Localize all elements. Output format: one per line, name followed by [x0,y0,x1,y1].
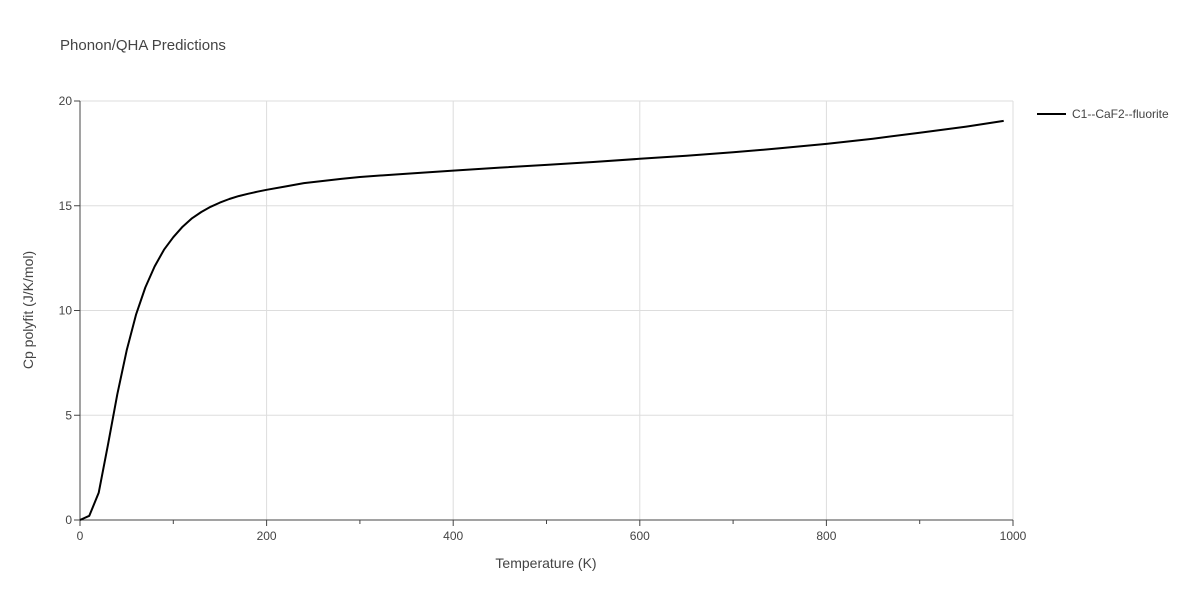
grid [80,100,1014,520]
y-axis-title: Cp polyfit (J/K/mol) [20,251,36,369]
x-tick-label: 200 [257,529,277,543]
y-tick-label: 15 [59,199,73,213]
y-tick-label: 5 [65,408,72,422]
series-line[interactable] [79,119,1004,521]
x-tick-label: 0 [77,529,84,543]
y-tick-label: 0 [65,513,72,527]
plot-area[interactable] [79,119,1004,521]
x-tick-label: 400 [443,529,463,543]
y-tick-label: 10 [59,304,73,318]
x-tick-label: 1000 [1000,529,1027,543]
legend[interactable]: C1--CaF2--fluorite [1037,107,1169,121]
chart-title: Phonon/QHA Predictions [60,37,226,54]
x-tick-label: 600 [630,529,650,543]
y-tick-label: 20 [59,94,73,108]
x-axis-title: Temperature (K) [495,555,596,571]
x-tick-label: 800 [816,529,836,543]
legend-label: C1--CaF2--fluorite [1072,107,1169,121]
axes: 0 200 400 600 800 1000 0 5 10 15 20 [59,94,1027,543]
